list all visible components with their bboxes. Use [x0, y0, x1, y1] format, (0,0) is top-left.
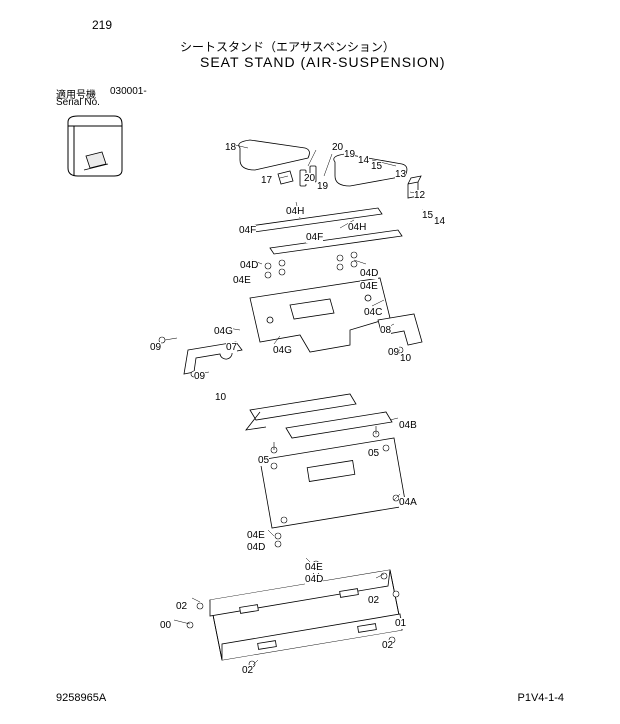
callout-05: 05: [258, 455, 269, 466]
callout-04D: 04D: [240, 260, 258, 271]
serial-label-en: Serial No.: [56, 97, 100, 108]
callout-14: 14: [434, 216, 445, 227]
callout-04F: 04F: [306, 232, 323, 243]
callout-04E: 04E: [233, 275, 251, 286]
callout-04A: 04A: [399, 497, 417, 508]
callout-04C: 04C: [364, 307, 382, 318]
part-17-bracket: [278, 171, 293, 184]
callout-09: 09: [194, 371, 205, 382]
callout-04D: 04D: [247, 542, 265, 553]
callout-04G: 04G: [273, 345, 292, 356]
page: 219 シートスタンド（エアサスペンション） SEAT STAND (AIR-S…: [0, 0, 620, 724]
callout-17: 17: [261, 175, 272, 186]
callout-04H: 04H: [286, 206, 304, 217]
callout-10: 10: [215, 392, 226, 403]
callout-15: 15: [422, 210, 433, 221]
callout-13: 13: [395, 169, 406, 180]
callout-18: 18: [225, 142, 236, 153]
callout-04E: 04E: [247, 530, 265, 541]
callout-20: 20: [304, 173, 315, 184]
context-thumbnail: [56, 110, 134, 188]
part-04a-base-plate: [260, 438, 406, 528]
callout-00: 00: [160, 620, 171, 631]
callout-02: 02: [382, 640, 393, 651]
callout-01: 01: [395, 618, 406, 629]
callout-20: 20: [332, 142, 343, 153]
part-04d-04e-fasteners: [265, 252, 357, 278]
callout-04E: 04E: [305, 562, 323, 573]
callout-09: 09: [388, 347, 399, 358]
title-english: SEAT STAND (AIR-SUSPENSION): [200, 54, 446, 70]
callout-08: 08: [380, 325, 391, 336]
callout-15: 15: [371, 161, 382, 172]
callout-02: 02: [368, 595, 379, 606]
title-japanese: シートスタンド（エアサスペンション）: [180, 38, 395, 55]
serial-value: 030001-: [110, 86, 147, 97]
callout-14: 14: [358, 155, 369, 166]
callout-04B: 04B: [399, 420, 417, 431]
callout-04F: 04F: [239, 225, 256, 236]
callout-02: 02: [242, 665, 253, 676]
callout-04D: 04D: [360, 268, 378, 279]
exploded-diagram: [140, 130, 570, 680]
callout-19: 19: [317, 181, 328, 192]
callout-07: 07: [226, 342, 237, 353]
callout-05: 05: [368, 448, 379, 459]
callout-04H: 04H: [348, 222, 366, 233]
part-18-armrest-left: [239, 140, 310, 170]
part-04f-rail: [270, 230, 402, 254]
callout-02: 02: [176, 601, 187, 612]
callout-10: 10: [400, 353, 411, 364]
callout-19: 19: [344, 149, 355, 160]
callout-09: 09: [150, 342, 161, 353]
page-number: 219: [92, 18, 112, 32]
callout-04E: 04E: [360, 281, 378, 292]
callout-04D: 04D: [305, 574, 323, 585]
part-04b-slide-rail: [246, 394, 392, 438]
doc-code-right: P1V4-1-4: [518, 692, 564, 704]
doc-code-left: 9258965A: [56, 692, 106, 704]
callout-04G: 04G: [214, 326, 233, 337]
callout-12: 12: [414, 190, 425, 201]
